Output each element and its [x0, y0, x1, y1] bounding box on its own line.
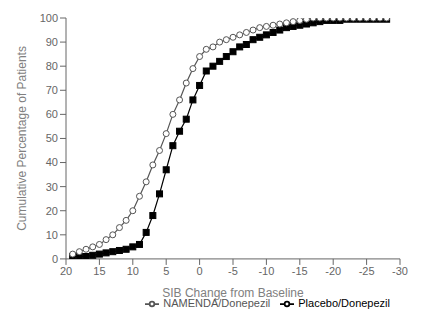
svg-text:0: 0	[52, 253, 58, 265]
svg-text:70: 70	[46, 84, 58, 96]
svg-text:100: 100	[40, 12, 58, 24]
svg-text:50: 50	[46, 132, 58, 144]
svg-text:-5: -5	[228, 265, 238, 277]
svg-text:-25: -25	[359, 265, 375, 277]
svg-text:-15: -15	[292, 265, 308, 277]
svg-text:30: 30	[46, 181, 58, 193]
svg-text:SIB Change from Baseline: SIB Change from Baseline	[162, 286, 304, 300]
svg-text:10: 10	[46, 229, 58, 241]
svg-text:10: 10	[127, 265, 139, 277]
svg-text:90: 90	[46, 36, 58, 48]
svg-text:-30: -30	[392, 265, 408, 277]
svg-text:5: 5	[163, 265, 169, 277]
svg-text:20: 20	[46, 205, 58, 217]
svg-text:80: 80	[46, 60, 58, 72]
svg-text:-20: -20	[325, 265, 341, 277]
svg-text:15: 15	[93, 265, 105, 277]
svg-text:60: 60	[46, 108, 58, 120]
svg-text:40: 40	[46, 156, 58, 168]
svg-text:0: 0	[197, 265, 203, 277]
svg-text:20: 20	[60, 265, 72, 277]
svg-text:Cumulative Percentage of Patie: Cumulative Percentage of Patients	[15, 46, 29, 231]
svg-text:-10: -10	[258, 265, 274, 277]
